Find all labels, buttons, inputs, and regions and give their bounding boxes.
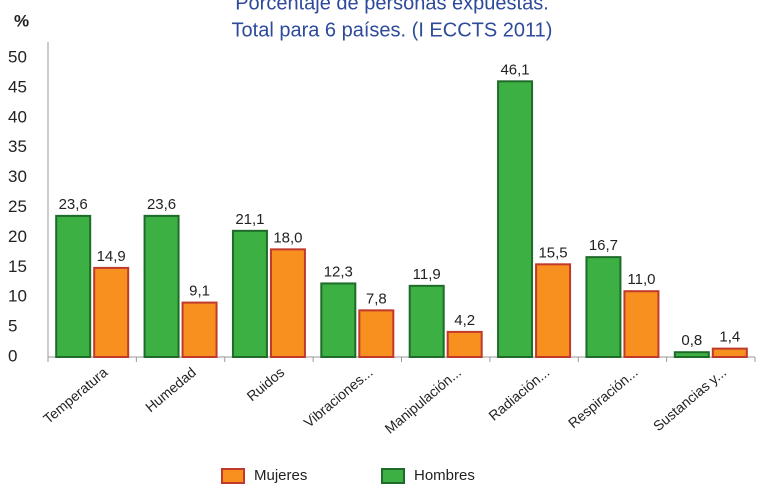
- bar: [269, 248, 306, 358]
- bar: [585, 256, 622, 358]
- y-tick-label: 0: [8, 346, 17, 365]
- x-tick-label: Vibraciones...: [301, 364, 376, 431]
- y-tick-label: 10: [8, 287, 27, 306]
- chart-title: Porcentaje de personas expuestas.: [235, 0, 549, 14]
- y-tick-label: 45: [8, 77, 27, 96]
- bar: [143, 214, 180, 358]
- y-axis-label: %: [14, 11, 29, 30]
- y-tick-label: 50: [8, 47, 27, 66]
- x-tick-label: Temperatura: [40, 364, 111, 427]
- data-label: 11,9: [413, 266, 441, 283]
- data-label: 11,0: [627, 271, 655, 288]
- y-tick-label: 40: [8, 107, 27, 126]
- legend-label: Mujeres: [254, 467, 307, 484]
- data-label: 4,2: [454, 312, 475, 329]
- bar: [93, 266, 130, 359]
- legend-swatch: [221, 468, 245, 484]
- legend-swatch: [381, 468, 405, 484]
- y-tick-label: 30: [8, 167, 27, 186]
- data-label: 12,3: [324, 263, 353, 280]
- bar: [408, 284, 445, 359]
- legend-label: Hombres: [414, 467, 475, 484]
- y-tick-label: 20: [8, 227, 27, 246]
- bar: [231, 229, 268, 359]
- data-label: 9,1: [189, 283, 210, 300]
- data-label: 1,4: [719, 329, 740, 346]
- data-label: 46,1: [500, 61, 529, 78]
- chart-subtitle: Total para 6 países. (I ECCTS 2011): [232, 19, 553, 41]
- bar: [711, 347, 748, 358]
- x-tick-label: Manipulación...: [382, 364, 464, 437]
- data-label: 15,5: [538, 244, 567, 261]
- y-tick-label: 25: [8, 197, 27, 216]
- data-label: 16,7: [589, 237, 618, 254]
- bar: [320, 282, 357, 359]
- bar: [55, 214, 92, 358]
- x-tick-label: Sustancias y...: [650, 364, 729, 434]
- y-tick-label: 35: [8, 137, 27, 156]
- x-tick-label: Respiración...: [565, 364, 641, 431]
- data-label: 18,0: [273, 229, 302, 246]
- y-tick-label: 15: [8, 257, 27, 276]
- data-label: 23,6: [59, 196, 88, 213]
- data-label: 0,8: [681, 332, 702, 349]
- x-tick-label: Radiación...: [485, 364, 552, 424]
- data-label: 14,9: [97, 248, 126, 265]
- x-tick-label: Ruidos: [244, 364, 288, 404]
- bar: [535, 263, 572, 358]
- x-tick-label: Humedad: [142, 364, 199, 415]
- data-label: 21,1: [235, 211, 264, 228]
- bar: [497, 80, 534, 359]
- bar: [623, 290, 660, 358]
- bar: [181, 301, 218, 358]
- data-label: 23,6: [147, 196, 176, 213]
- bar: [358, 309, 395, 358]
- data-label: 7,8: [366, 290, 387, 307]
- y-tick-label: 5: [8, 317, 17, 336]
- bar: [673, 351, 710, 359]
- bar: [446, 330, 483, 359]
